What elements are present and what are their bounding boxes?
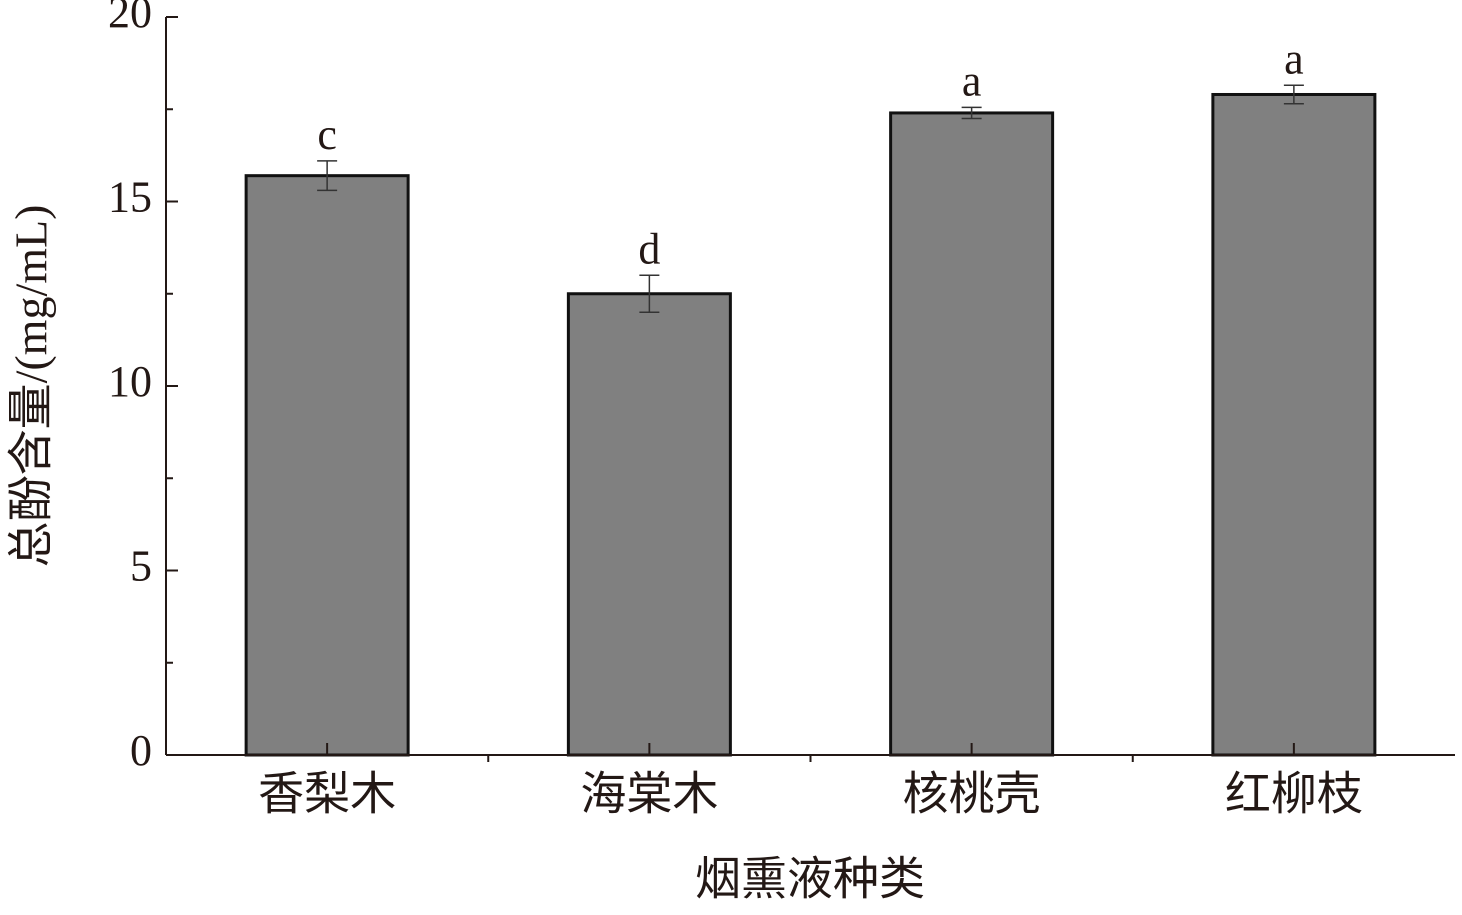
- significance-label: d: [638, 224, 660, 273]
- x-axis-label: 烟熏液种类: [695, 854, 925, 905]
- significance-label: a: [1284, 34, 1304, 83]
- significance-label: a: [962, 56, 982, 105]
- x-tick-label: 红柳枝: [1225, 769, 1363, 820]
- y-tick-label: 20: [108, 0, 152, 37]
- bar: [566, 292, 732, 757]
- x-tick-label: 海棠木: [580, 769, 718, 820]
- significance-label: c: [317, 110, 337, 159]
- bar: [244, 174, 410, 757]
- x-tick-label: 核桃壳: [903, 769, 1041, 820]
- y-tick-label: 15: [108, 173, 152, 222]
- x-tick-label: 香梨木: [258, 769, 396, 820]
- y-tick-label: 10: [108, 357, 152, 406]
- bar: [889, 111, 1055, 757]
- y-tick-label: 0: [130, 726, 152, 775]
- bar: [1211, 92, 1377, 757]
- y-axis-label: 总酚含量/(mg/mL): [6, 205, 57, 568]
- y-tick-label: 5: [130, 542, 152, 591]
